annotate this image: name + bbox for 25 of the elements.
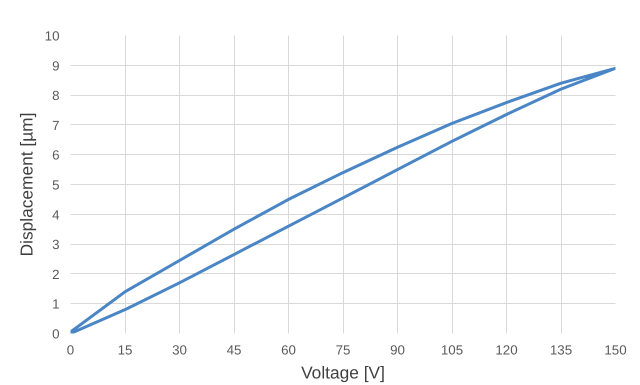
x-tick-label: 150: [604, 342, 627, 358]
x-tick-label: 15: [118, 342, 132, 358]
y-tick-label: 0: [52, 326, 60, 342]
line-series: [70, 66, 616, 334]
y-tick-label: 9: [52, 58, 60, 74]
x-tick-label: 45: [226, 342, 242, 358]
x-tick-label: 90: [390, 342, 405, 358]
y-tick-label: 7: [52, 118, 60, 133]
y-axis-title: Displacement [µm]: [16, 112, 37, 256]
y-tick-label: 4: [52, 207, 60, 222]
y-tick-label: 3: [52, 237, 60, 252]
y-tick-label: 8: [52, 88, 60, 104]
y-tick-label: 5: [52, 178, 60, 192]
y-tick-label: 6: [52, 148, 60, 163]
x-tick-label: 105: [440, 342, 464, 358]
x-tick-label: 30: [172, 342, 187, 358]
x-tick-label: 0: [66, 342, 74, 358]
y-tick-label: 1: [52, 296, 60, 312]
y-tick-label: 10: [44, 28, 60, 44]
y-tick-label: 2: [52, 266, 60, 282]
x-tick-label: 60: [281, 342, 296, 358]
x-tick-label: 75: [336, 342, 350, 358]
x-axis-title: Voltage [V]: [301, 362, 385, 382]
x-tick-label: 135: [550, 342, 572, 358]
x-tick-label: 120: [495, 342, 518, 358]
